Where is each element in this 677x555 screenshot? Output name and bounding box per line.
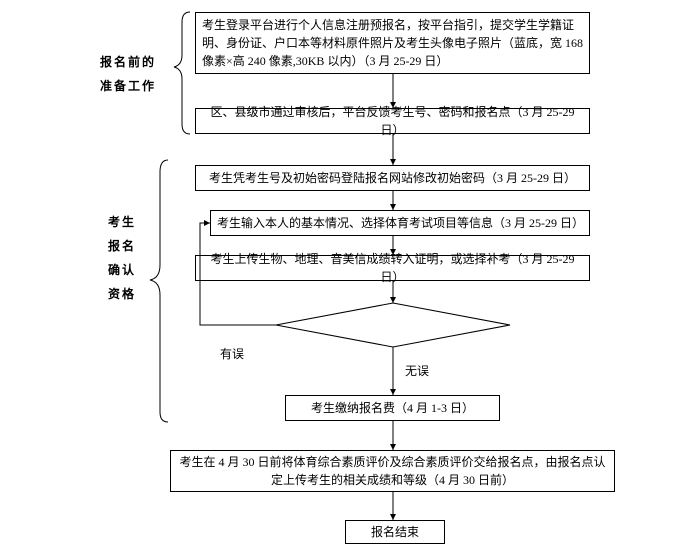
flowchart-canvas: 报名前的 准备工作 考生 报名 确认 资格 考生登录平台进行个人信息注册预报名，… [0, 0, 677, 555]
step-feedback: 区、县级市通过审核后，平台反馈考生号、密码和报名点（3 月 25-29 日） [195, 108, 590, 134]
step-change-pwd: 考生凭考生号及初始密码登陆报名网站修改初始密码（3 月 25-29 日） [195, 165, 590, 191]
decision-check-text: 考生校对是否正确 [300, 318, 490, 335]
step-upload-cert: 考生上传生物、地理、音美信成绩转入证明，或选择补考（3 月 25-29 日） [195, 255, 590, 281]
step-end: 报名结束 [345, 520, 445, 544]
edge-label-error: 有误 [220, 345, 244, 362]
edge-label-ok: 无误 [405, 362, 429, 379]
side-label-confirm-3: 确认 [108, 258, 136, 282]
step-submit-eval: 考生在 4 月 30 日前将体育综合素质评价及综合素质评价交给报名点，由报名点认… [170, 450, 615, 492]
side-label-prep-1: 报名前的 [100, 50, 156, 74]
side-label-confirm: 考生 报名 确认 资格 [108, 210, 136, 306]
step-input-info: 考生输入本人的基本情况、选择体育考试项目等信息（3 月 25-29 日） [210, 210, 590, 236]
step-pay-fee: 考生缴纳报名费（4 月 1-3 日） [285, 395, 500, 421]
step-register: 考生登录平台进行个人信息注册预报名，按平台指引，提交学生学籍证明、身份证、户口本… [195, 12, 590, 74]
side-label-prep-2: 准备工作 [100, 74, 156, 98]
side-label-confirm-1: 考生 [108, 210, 136, 234]
side-label-confirm-2: 报名 [108, 234, 136, 258]
side-label-prep: 报名前的 准备工作 [100, 50, 156, 98]
side-label-confirm-4: 资格 [108, 282, 136, 306]
